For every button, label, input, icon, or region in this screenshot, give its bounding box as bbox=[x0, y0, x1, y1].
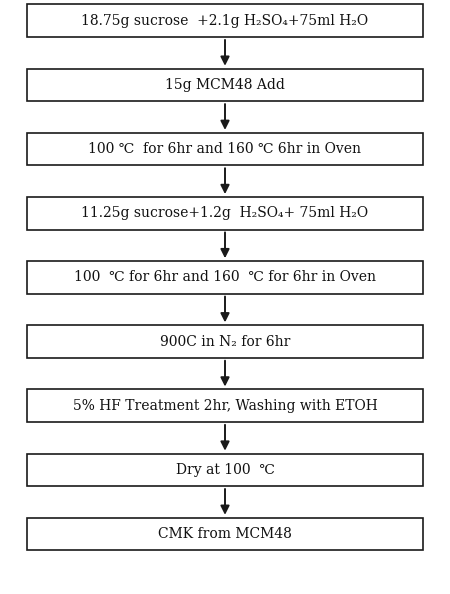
Text: 11.25g sucrose+1.2g  H₂SO₄+ 75ml H₂O: 11.25g sucrose+1.2g H₂SO₄+ 75ml H₂O bbox=[81, 206, 369, 220]
Bar bbox=[27, 518, 423, 550]
Bar bbox=[27, 68, 423, 101]
Bar bbox=[27, 132, 423, 165]
Text: 5% HF Treatment 2hr, Washing with ETOH: 5% HF Treatment 2hr, Washing with ETOH bbox=[72, 399, 378, 413]
Bar bbox=[27, 326, 423, 358]
Bar bbox=[27, 197, 423, 229]
Text: 18.75g sucrose  +2.1g H₂SO₄+75ml H₂O: 18.75g sucrose +2.1g H₂SO₄+75ml H₂O bbox=[81, 14, 369, 28]
Text: 15g MCM48 Add: 15g MCM48 Add bbox=[165, 78, 285, 92]
Bar bbox=[27, 4, 423, 37]
Bar bbox=[27, 454, 423, 486]
Text: Dry at 100  ℃: Dry at 100 ℃ bbox=[176, 463, 274, 477]
Text: 900C in N₂ for 6hr: 900C in N₂ for 6hr bbox=[160, 334, 290, 349]
Text: 100  ℃ for 6hr and 160  ℃ for 6hr in Oven: 100 ℃ for 6hr and 160 ℃ for 6hr in Oven bbox=[74, 270, 376, 285]
Bar bbox=[27, 390, 423, 422]
Bar bbox=[27, 261, 423, 294]
Text: 100 ℃  for 6hr and 160 ℃ 6hr in Oven: 100 ℃ for 6hr and 160 ℃ 6hr in Oven bbox=[89, 142, 361, 156]
Text: CMK from MCM48: CMK from MCM48 bbox=[158, 527, 292, 541]
